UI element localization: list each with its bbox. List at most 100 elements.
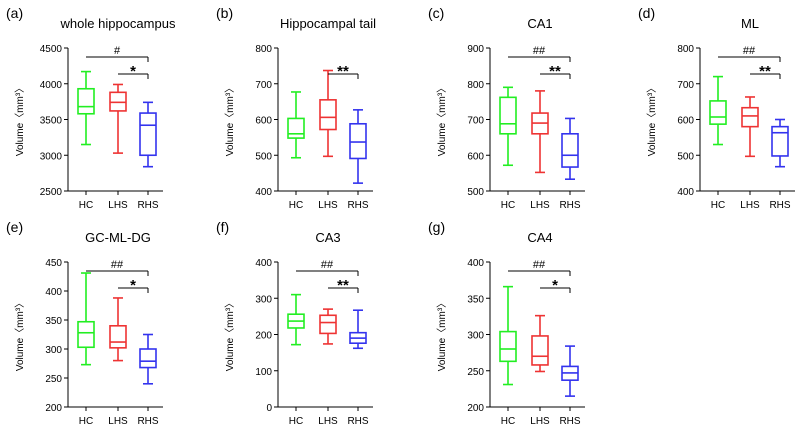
y-tick-label: 3000 — [40, 151, 63, 162]
y-tick-label: 400 — [255, 187, 272, 198]
significance-label: * — [130, 63, 136, 80]
box-hc — [77, 272, 95, 366]
panel-5: (e) GC-ML-DG 200 250 300 350 400 450 Volume〈mm³〉… — [6, 219, 163, 424]
y-tick-label: 500 — [677, 151, 694, 162]
box-iqr — [709, 100, 727, 125]
box-iqr — [139, 348, 157, 369]
chart-title: Hippocampal tail — [280, 16, 376, 31]
y-tick-label: 2500 — [40, 187, 63, 198]
significance-label: ## — [743, 45, 756, 57]
y-axis-label: Volume〈mm³〉 — [14, 83, 26, 156]
box-hc — [709, 75, 727, 146]
box-hc — [499, 285, 517, 386]
y-tick-label: 300 — [45, 345, 62, 356]
box-iqr — [531, 335, 549, 366]
box-lhs — [109, 297, 127, 362]
x-tick-label: HC — [79, 416, 93, 424]
box-iqr — [139, 112, 157, 157]
box-rhs — [139, 333, 157, 385]
x-tick-label: LHS — [108, 416, 128, 424]
y-tick-label: 350 — [467, 294, 484, 305]
box-iqr — [319, 99, 337, 131]
box-iqr — [349, 122, 367, 160]
y-tick-label: 4000 — [40, 80, 63, 91]
x-tick-label: LHS — [740, 200, 760, 211]
y-tick-label: 400 — [255, 258, 272, 269]
x-tick-label: HC — [501, 200, 515, 211]
significance-label: ** — [337, 63, 349, 80]
box-hc — [499, 86, 517, 167]
significance-label: ** — [759, 63, 771, 80]
box-lhs — [109, 83, 127, 154]
box-lhs — [319, 69, 337, 158]
chart-title: CA4 — [527, 230, 552, 245]
significance-label: # — [114, 45, 121, 57]
y-axis-label: Volume〈mm³〉 — [646, 83, 658, 156]
significance-label: ## — [533, 45, 546, 57]
panel-label: (d) — [638, 5, 655, 21]
box-iqr — [499, 96, 517, 135]
panel-7: (g) CA4 200 250 300 350 400 Volume〈mm³〉 HC LHS RHS… — [428, 219, 585, 424]
significance-label: ## — [321, 259, 334, 271]
box-iqr — [741, 106, 759, 128]
significance-label: ** — [337, 277, 349, 294]
box-iqr — [771, 125, 789, 157]
x-tick-label: LHS — [318, 200, 338, 211]
chart-title: CA1 — [527, 16, 552, 31]
panel-label: (g) — [428, 219, 445, 235]
x-tick-label: HC — [289, 416, 303, 424]
y-axis-label: Volume〈mm³〉 — [14, 298, 26, 371]
box-rhs — [139, 101, 157, 168]
y-tick-label: 200 — [255, 331, 272, 342]
box-iqr — [77, 87, 95, 115]
y-tick-label: 900 — [467, 44, 484, 55]
box-rhs — [771, 118, 789, 168]
panel-label: (e) — [6, 219, 23, 235]
x-tick-label: LHS — [530, 200, 550, 211]
y-tick-label: 300 — [467, 331, 484, 342]
panel-2: (b) Hippocampal tail 400 500 600 700 800 Volume… — [216, 5, 376, 211]
y-tick-label: 0 — [266, 403, 272, 414]
y-tick-label: 700 — [255, 80, 272, 91]
x-tick-label: HC — [711, 200, 725, 211]
x-tick-label: HC — [289, 200, 303, 211]
y-tick-label: 200 — [45, 403, 62, 414]
y-tick-label: 300 — [255, 294, 272, 305]
y-tick-label: 250 — [45, 374, 62, 385]
box-iqr — [499, 330, 517, 363]
x-tick-label: LHS — [318, 416, 338, 424]
box-iqr — [319, 314, 337, 335]
y-tick-label: 700 — [467, 116, 484, 127]
box-lhs — [319, 308, 337, 345]
chart-title: GC-ML-DG — [85, 230, 151, 245]
significance-label: * — [130, 277, 136, 294]
x-tick-label: HC — [79, 200, 93, 211]
x-tick-label: RHS — [769, 200, 790, 211]
box-iqr — [287, 117, 305, 139]
x-tick-label: RHS — [559, 416, 580, 424]
box-rhs — [561, 345, 579, 397]
y-tick-label: 600 — [467, 151, 484, 162]
y-tick-label: 800 — [467, 80, 484, 91]
box-rhs — [561, 117, 579, 181]
y-axis-label: Volume〈mm³〉 — [224, 298, 236, 371]
x-tick-label: RHS — [347, 200, 368, 211]
y-axis-label: Volume〈mm³〉 — [224, 83, 236, 156]
y-tick-label: 700 — [677, 80, 694, 91]
panel-label: (a) — [6, 5, 23, 21]
chart-title: CA3 — [315, 230, 340, 245]
y-tick-label: 450 — [45, 258, 62, 269]
significance-label: * — [552, 277, 558, 294]
box-hc — [287, 293, 305, 346]
chart-title: whole hippocampus — [60, 16, 176, 31]
significance-label: ## — [533, 259, 546, 271]
chart-title: ML — [741, 16, 759, 31]
y-tick-label: 3500 — [40, 116, 63, 127]
box-rhs — [349, 109, 367, 184]
box-lhs — [531, 314, 549, 373]
x-tick-label: RHS — [559, 200, 580, 211]
y-axis-label: Volume〈mm³〉 — [436, 83, 448, 156]
y-tick-label: 500 — [255, 151, 272, 162]
x-tick-label: RHS — [347, 416, 368, 424]
